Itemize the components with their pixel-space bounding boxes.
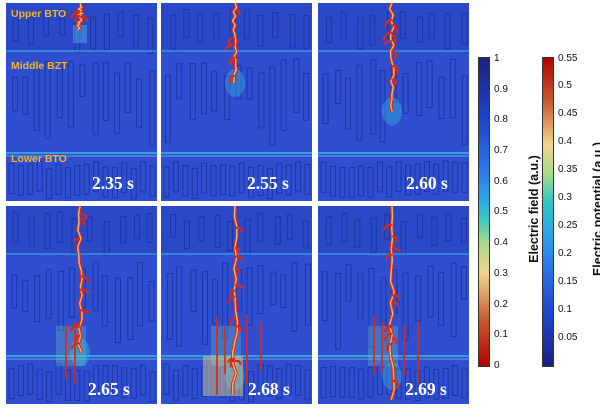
electric-potential-colorbar <box>542 57 554 367</box>
potential-tick-0.4: 0.4 <box>558 136 572 147</box>
panel-2-field-map <box>161 3 312 201</box>
potential-tick-0.1: 0.1 <box>558 304 572 315</box>
panel-5 <box>161 206 312 404</box>
potential-tick-0.05: 0.05 <box>558 332 578 343</box>
panel-4-field-map <box>6 206 157 404</box>
layer-label-middle: Middle BZT <box>11 60 68 72</box>
panel-3 <box>318 3 469 201</box>
field-tick-0.3: 0.3 <box>494 268 508 279</box>
time-label-2: 2.55 s <box>247 173 289 193</box>
panel-2 <box>161 3 312 201</box>
field-tick-0.9: 0.9 <box>494 84 508 95</box>
panel-6-field-map <box>318 206 469 404</box>
field-tick-1: 1 <box>494 53 500 64</box>
time-label-3: 2.60 s <box>406 173 448 193</box>
layer-label-upper: Upper BTO <box>11 8 67 20</box>
panel-1 <box>6 3 157 201</box>
layer-label-lower: Lower BTO <box>11 153 67 165</box>
time-label-6: 2.69 s <box>405 379 447 399</box>
time-label-4: 2.65 s <box>88 379 130 399</box>
field-tick-0.5: 0.5 <box>494 206 508 217</box>
panel-4 <box>6 206 157 404</box>
field-tick-0.6: 0.6 <box>494 176 508 187</box>
field-tick-0.8: 0.8 <box>494 114 508 125</box>
potential-tick-0.3: 0.3 <box>558 192 572 203</box>
potential-tick-0.5: 0.5 <box>558 80 572 91</box>
field-tick-0: 0 <box>494 360 500 371</box>
field-tick-0.1: 0.1 <box>494 329 508 340</box>
electric-potential-title: Electric potential (a.u.) <box>591 141 600 277</box>
field-tick-0.4: 0.4 <box>494 237 508 248</box>
field-tick-0.2: 0.2 <box>494 299 508 310</box>
panel-6 <box>318 206 469 404</box>
potential-tick-0.15: 0.15 <box>558 276 578 287</box>
electric-field-title: Electric field (a.u.) <box>527 155 541 263</box>
potential-tick-0.35: 0.35 <box>558 164 578 175</box>
electric-field-colorbar <box>478 57 490 367</box>
panel-3-field-map <box>318 3 469 201</box>
potential-tick-0.25: 0.25 <box>558 220 578 231</box>
panel-5-field-map <box>161 206 312 404</box>
time-label-5: 2.68 s <box>248 379 290 399</box>
potential-tick-0.45: 0.45 <box>558 108 578 119</box>
panel-1-field-map <box>6 3 157 201</box>
time-label-1: 2.35 s <box>92 173 134 193</box>
potential-tick-0.55: 0.55 <box>558 53 578 64</box>
field-tick-0.7: 0.7 <box>494 145 508 156</box>
potential-tick-0.2: 0.2 <box>558 248 572 259</box>
